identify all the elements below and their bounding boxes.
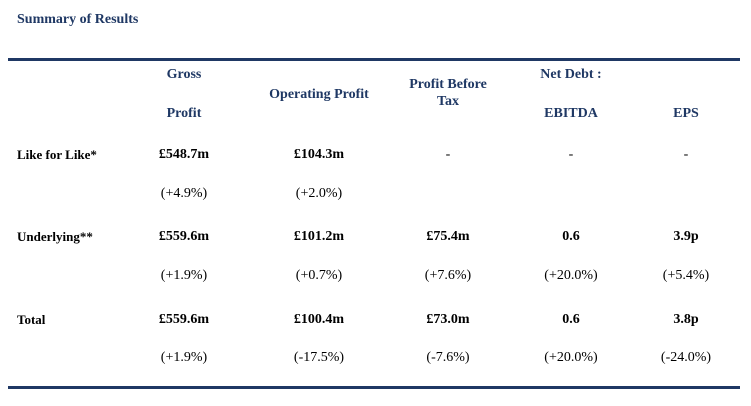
cell-value: 3.9p: [673, 229, 699, 244]
row-label-total: Total: [17, 312, 46, 327]
cell-change: (-24.0%): [660, 350, 712, 365]
cell-change: (+2.0%): [295, 186, 343, 201]
header-net-debt-line1: Net Debt :: [540, 67, 602, 82]
header-profit-before-tax-line2: Tax: [436, 94, 460, 109]
header-profit-before-tax: Profit Before Tax: [393, 76, 503, 110]
row-label-like-for-like: Like for Like*: [17, 147, 97, 162]
table-top-rule: [8, 58, 740, 61]
header-eps: EPS: [673, 106, 699, 121]
header-net-debt-line2: EBITDA: [544, 106, 598, 121]
cell-change: (+20.0%): [544, 350, 598, 365]
cell-value: £104.3m: [293, 147, 345, 162]
cell-value: £100.4m: [293, 312, 345, 327]
table-bottom-rule: [8, 386, 740, 389]
header-profit-before-tax-line1: Profit Before: [409, 77, 487, 92]
cell-value: £548.7m: [158, 147, 210, 162]
cell-value: 3.8p: [673, 312, 699, 327]
header-operating-profit: Operating Profit: [269, 87, 369, 102]
cell-change: (+4.9%): [160, 186, 208, 201]
header-net-debt: Net Debt : EBITDA: [516, 66, 626, 122]
cell-value: 0.6: [562, 229, 580, 244]
cell-change: (+20.0%): [544, 268, 598, 283]
cell-change: (+1.9%): [160, 350, 208, 365]
cell-change: (+5.4%): [662, 268, 710, 283]
cell-value: £101.2m: [293, 229, 345, 244]
cell-value: £559.6m: [158, 312, 210, 327]
header-gross-profit: Gross Profit: [134, 66, 234, 122]
cell-value: £75.4m: [426, 229, 470, 244]
cell-value: -: [683, 147, 689, 162]
cell-value: -: [568, 147, 574, 162]
page-title: Summary of Results: [17, 12, 139, 27]
row-label-underlying: Underlying**: [17, 229, 93, 244]
cell-value: -: [445, 147, 451, 162]
header-gross-profit-line1: Gross: [166, 67, 202, 82]
header-gross-profit-line2: Profit: [166, 106, 202, 121]
cell-change: (+1.9%): [160, 268, 208, 283]
cell-value: 0.6: [562, 312, 580, 327]
cell-change: (-7.6%): [426, 350, 470, 365]
cell-value: £73.0m: [426, 312, 470, 327]
cell-change: (-17.5%): [293, 350, 345, 365]
cell-change: (+7.6%): [424, 268, 472, 283]
cell-change: (+0.7%): [295, 268, 343, 283]
cell-value: £559.6m: [158, 229, 210, 244]
